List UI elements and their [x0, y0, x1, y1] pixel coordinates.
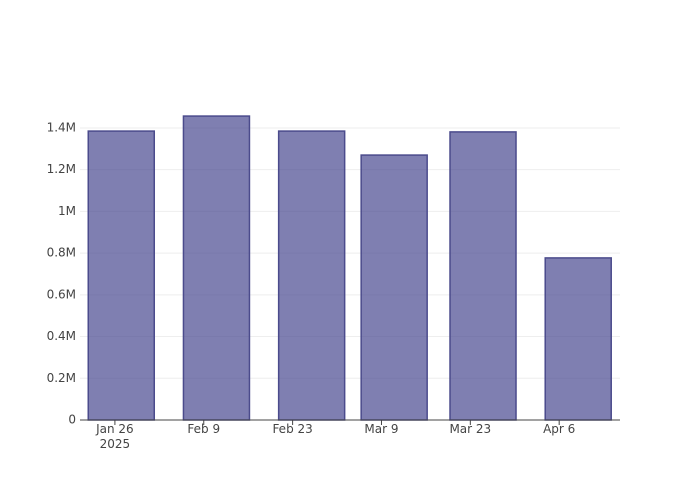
bar: [277, 130, 346, 421]
bar: [544, 257, 612, 421]
y-tick-label: 0: [68, 413, 76, 427]
y-tick-label: 0.2M: [47, 371, 76, 385]
y-tick-label: 1.4M: [47, 120, 76, 134]
y-tick-label: 0.8M: [47, 246, 76, 260]
bar: [182, 115, 251, 421]
x-tick-label: Feb 9: [187, 422, 221, 436]
x-tick-label: Mar 9: [364, 422, 399, 436]
y-tick-label: 0.6M: [47, 287, 76, 301]
x-tick-label: Apr 6: [543, 422, 576, 436]
y-tick-label: 1.2M: [47, 162, 76, 176]
y-tick-label: 1M: [58, 204, 76, 218]
x-tick-label: Jan 26 2025: [96, 422, 134, 451]
y-tick-label: 0.4M: [47, 329, 76, 343]
bar: [87, 130, 156, 421]
x-tick-label: Feb 23: [272, 422, 313, 436]
bar: [449, 131, 517, 421]
bar: [360, 154, 428, 421]
x-tick-label: Mar 23: [449, 422, 492, 436]
